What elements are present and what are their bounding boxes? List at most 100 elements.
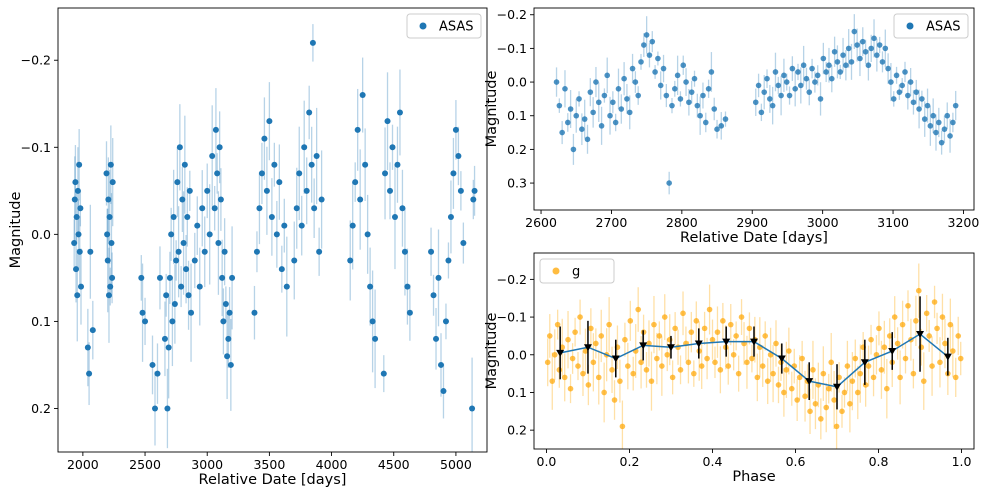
- x-axis-label: Relative Date [days]: [680, 230, 828, 246]
- data-point: [87, 248, 94, 255]
- data-point: [691, 75, 698, 82]
- data-point: [457, 187, 464, 194]
- y-tick-label: −0.2: [497, 7, 527, 22]
- x-tick-label: 0.8: [869, 454, 889, 469]
- x-tick-label: 2700: [596, 215, 628, 230]
- y-tick-label: 0.2: [507, 142, 527, 157]
- data-point: [767, 96, 773, 102]
- data-point: [401, 248, 408, 255]
- data-point: [445, 257, 452, 264]
- data-point: [391, 213, 398, 220]
- data-point: [876, 325, 882, 332]
- data-point: [652, 69, 658, 75]
- data-point: [460, 240, 467, 247]
- data-point: [609, 367, 615, 373]
- data-point: [837, 69, 844, 75]
- data-point: [253, 248, 260, 255]
- data-point: [706, 306, 713, 313]
- data-point: [799, 355, 805, 362]
- data-point: [874, 52, 880, 58]
- data-point: [452, 126, 459, 133]
- data-point: [107, 161, 114, 168]
- x-tick-label: 0.2: [620, 454, 640, 469]
- data-point: [845, 45, 852, 52]
- x-tick-label: 5000: [440, 457, 472, 472]
- x-tick-label: 0.0: [537, 454, 557, 469]
- data-point: [691, 370, 697, 377]
- data-point: [717, 367, 724, 373]
- data-point: [802, 393, 808, 400]
- data-point: [471, 187, 478, 194]
- x-tick-label: 3100: [877, 215, 909, 230]
- axes-frame: [57, 7, 488, 453]
- x-tick-label: 3000: [807, 215, 839, 230]
- data-point: [786, 348, 792, 354]
- data-point: [621, 75, 627, 82]
- data-point: [704, 355, 710, 362]
- data-point: [812, 79, 818, 85]
- data-point: [890, 96, 897, 102]
- data-point: [646, 52, 653, 58]
- data-point: [775, 382, 782, 388]
- data-point: [469, 405, 476, 412]
- data-point: [622, 336, 628, 343]
- data-point: [626, 109, 633, 116]
- data-point: [712, 359, 718, 366]
- data-point: [796, 374, 803, 381]
- data-point: [876, 42, 883, 48]
- data-point: [896, 89, 903, 95]
- data-point: [278, 266, 285, 273]
- data-point: [826, 62, 832, 69]
- data-point: [576, 96, 582, 102]
- data-point: [825, 385, 832, 392]
- data-point: [744, 359, 750, 366]
- data-point: [755, 82, 762, 89]
- data-point: [839, 408, 845, 415]
- data-point: [212, 126, 219, 133]
- binned-mean-marker: [777, 355, 786, 363]
- binned-mean-marker: [639, 342, 648, 350]
- data-point: [169, 318, 176, 325]
- data-point: [944, 112, 951, 119]
- data-point: [186, 187, 193, 194]
- data-point: [694, 102, 701, 109]
- chart-panel-left: 2000 2500 3000 3500 4000 4500 5000 −0.2 −0.1 0.0 0…: [8, 7, 488, 488]
- data-point: [617, 378, 623, 384]
- data-point: [74, 292, 81, 299]
- data-point: [593, 79, 599, 85]
- data-point: [899, 321, 906, 328]
- data-point: [104, 231, 111, 238]
- data-point: [643, 367, 650, 373]
- data-point: [565, 336, 571, 343]
- data-point: [394, 161, 401, 168]
- x-tick-label: 2500: [129, 457, 161, 472]
- data-point: [733, 333, 739, 339]
- binned-mean-marker: [611, 355, 620, 363]
- data-point: [359, 92, 366, 99]
- data-point: [921, 116, 928, 122]
- data-point: [834, 59, 841, 65]
- legend: ASAS: [406, 13, 482, 39]
- data-point: [106, 213, 113, 220]
- data-point: [769, 102, 776, 109]
- data-point: [71, 196, 78, 203]
- data-point: [251, 309, 258, 316]
- data-point: [170, 213, 177, 220]
- data-point: [651, 321, 657, 328]
- data-point: [71, 240, 78, 247]
- binned-mean-marker: [833, 383, 842, 391]
- data-point: [893, 72, 900, 79]
- data-point: [318, 196, 325, 203]
- data-point: [165, 344, 172, 351]
- data-point: [627, 318, 634, 324]
- data-point: [154, 370, 161, 377]
- data-point: [163, 292, 170, 299]
- data-point: [894, 340, 901, 347]
- data-point: [308, 161, 315, 168]
- data-point: [663, 92, 670, 99]
- data-point: [168, 231, 175, 238]
- data-point: [762, 333, 769, 339]
- legend-marker: [906, 22, 914, 30]
- data-point: [854, 389, 861, 396]
- data-point: [171, 301, 178, 307]
